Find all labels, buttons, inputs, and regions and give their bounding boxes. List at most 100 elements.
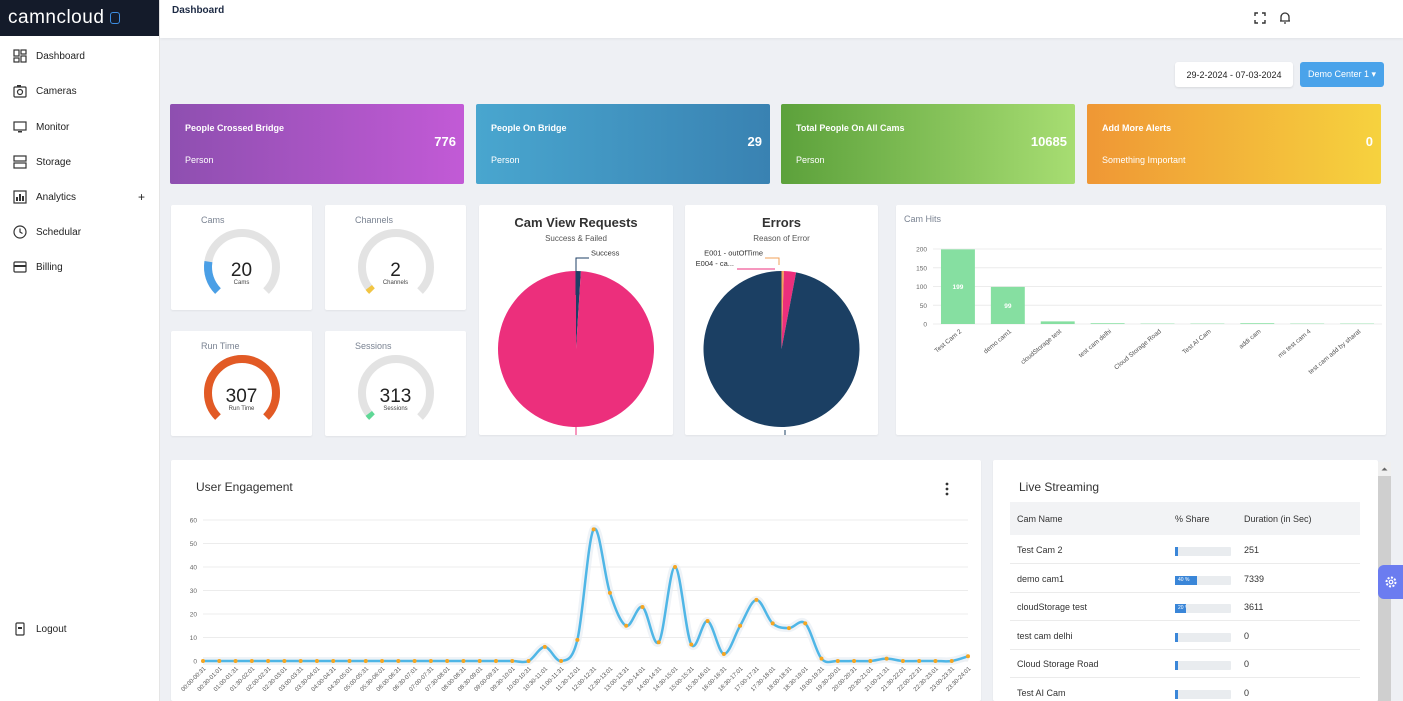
share-progress-fill: 20 % (1175, 604, 1187, 613)
gauge-value: 307 (225, 386, 258, 407)
stat-label: Add More Alerts (1102, 123, 1172, 133)
sidebar-item-storage[interactable]: Storage (13, 155, 145, 169)
gauge-title: Run Time (201, 341, 240, 351)
sidebar-item-label: Schedular (36, 226, 82, 238)
gauge-fill (365, 410, 375, 420)
gauge-fill (204, 355, 280, 420)
table-row: Test Cam 2 251 (1010, 535, 1360, 564)
scroll-up-arrow[interactable] (1378, 462, 1391, 476)
pie-label: Success (591, 249, 620, 258)
notification-bell-icon[interactable] (1278, 11, 1292, 25)
data-point (331, 659, 336, 663)
stat-sub: Something Important (1102, 155, 1186, 165)
table-row: demo cam1 40 % 7339 (1010, 564, 1360, 593)
card-title: Live Streaming (1019, 480, 1100, 494)
x-tick-label: ms test cam 4 (1277, 328, 1313, 360)
gauge-unit: Run Time (228, 406, 255, 412)
sidebar-item-dashboard[interactable]: Dashboard (13, 49, 145, 63)
brand-logo-icon (110, 12, 121, 24)
gauge-card-run-time: Run Time 307 Run Time (171, 331, 312, 436)
x-tick-label: test cam add by sharat (1307, 328, 1362, 376)
more-options-icon[interactable] (941, 482, 953, 496)
data-point (835, 659, 840, 663)
data-point (900, 659, 905, 663)
pie-label: E004 - ca... (696, 259, 734, 268)
gauge-unit: Channels (382, 280, 409, 286)
pie-label: E001 - outOfTime (704, 249, 763, 258)
brand-logo[interactable]: camncloud (0, 0, 159, 36)
date-range-picker[interactable]: 29-2-2024 - 07-03-2024 (1175, 62, 1293, 87)
data-point (884, 656, 889, 661)
data-point (380, 659, 385, 663)
sidebar-item-analytics[interactable]: Analytics + (13, 190, 145, 204)
stat-label: People On Bridge (491, 123, 567, 133)
chevron-up-icon (1381, 467, 1388, 471)
data-point (282, 659, 287, 663)
column-header-share: % Share (1175, 514, 1210, 524)
cam-hits-card: Cam Hits 0 50 100 150 200 199 Test Cam 2 99 demo… (896, 205, 1386, 435)
cam-hits-bar-chart: 0 50 100 150 200 199 Test Cam 2 99 demo cam1 clou… (916, 247, 1382, 376)
share-progress-bar (1175, 547, 1231, 556)
bar (940, 249, 975, 324)
table-row: test cam delhi 0 (1010, 621, 1360, 650)
bar (990, 286, 1025, 324)
top-bar: Dashboard (160, 0, 1403, 38)
data-point (542, 644, 547, 649)
gauge-track (358, 355, 434, 420)
center-dropdown[interactable]: Demo Center 1 ▾ (1300, 62, 1384, 87)
y-tick-label: 50 (190, 541, 198, 548)
data-point (673, 565, 678, 569)
data-point (510, 659, 515, 663)
data-point (445, 659, 450, 663)
data-point (803, 621, 808, 626)
data-point (949, 659, 954, 663)
sidebar-item-label: Monitor (36, 121, 70, 133)
stat-value: 0 (1365, 134, 1373, 149)
sidebar-item-schedular[interactable]: Schedular (13, 225, 145, 239)
sidebar-item-monitor[interactable]: Monitor (13, 120, 145, 134)
share-progress-fill (1175, 661, 1178, 670)
gauge-card-channels: Channels 2 Channels (325, 205, 466, 310)
data-point (738, 623, 743, 628)
expand-icon[interactable]: + (137, 190, 145, 204)
sidebar-item-cameras[interactable]: Cameras (13, 84, 145, 98)
gauge-title: Channels (355, 215, 394, 225)
column-header-cam-name: Cam Name (1017, 514, 1063, 524)
duration-cell: 3611 (1244, 602, 1264, 612)
sidebar-item-billing[interactable]: Billing (13, 260, 145, 274)
table-row: Cloud Storage Road 0 (1010, 649, 1360, 678)
gauge-chart (358, 355, 434, 420)
x-tick-label: addi cam (1238, 328, 1263, 350)
pie-slice (576, 271, 581, 349)
settings-button[interactable] (1378, 565, 1403, 599)
fullscreen-icon[interactable] (1253, 11, 1267, 25)
pie-label-connector (575, 395, 577, 435)
logout-label: Logout (36, 623, 67, 635)
table-row: Test AI Cam 0 (1010, 678, 1360, 701)
user-engagement-card: User Engagement 0 10 20 30 40 50 60 00:00-00:31… (171, 460, 981, 701)
card-icon (13, 261, 27, 273)
sidebar: camncloud (0, 0, 160, 701)
duration-cell: 0 (1244, 659, 1250, 669)
data-point (201, 659, 205, 663)
data-point (249, 659, 254, 663)
y-tick-label: 20 (190, 612, 198, 619)
gauge-chart (204, 229, 280, 294)
chart-title: Errors (761, 215, 802, 230)
sidebar-item-logout[interactable]: Logout (13, 622, 145, 636)
y-tick-label: 60 (190, 518, 198, 525)
data-point (461, 659, 466, 663)
pie-label-connector (765, 257, 780, 265)
share-progress-fill (1175, 547, 1178, 556)
stat-value: 776 (434, 134, 456, 149)
chart-title: User Engagement (196, 480, 293, 494)
data-point (217, 659, 222, 663)
data-point (559, 659, 564, 663)
pie-slice (781, 271, 784, 349)
sidebar-item-label: Dashboard (36, 50, 85, 62)
stat-sub: Person (796, 155, 825, 165)
share-progress-bar (1175, 661, 1231, 670)
data-point (298, 659, 303, 663)
chart-subtitle: Reason of Error (753, 234, 810, 243)
gauge-card-cams: Cams 20 Cams (171, 205, 312, 310)
